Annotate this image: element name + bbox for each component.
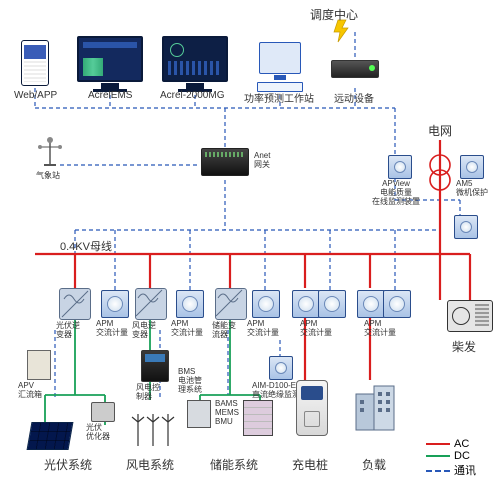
grid-label: 电网 [428,122,452,139]
apv-box [24,350,54,380]
apm-meter-2 [176,290,204,318]
gateway-label: Anet 网关 [254,152,270,170]
wind-controller [140,350,170,382]
apm-meter-5b [383,290,411,318]
storage-inverter-label: 储能变 流器 [212,322,236,340]
lightning-icon [334,20,348,42]
apview-device [388,155,412,179]
legend-dc-label: DC [454,450,470,462]
legend-comm-label: 通讯 [454,465,476,477]
diesel-gen-icon [446,300,494,332]
acrel2000mg-label: Acrel-2000MG [160,90,224,101]
wind-inverter-label: 风电逆 变器 [132,322,156,340]
apm-meter-5 [357,290,385,318]
am5-label: AM5 微机保护 [456,180,488,198]
bms-label: BMS 电池管 理系统 [178,368,202,394]
load-label: 负载 [362,456,386,473]
aim-device [268,356,294,380]
pv-optimizer [88,402,118,422]
apm-grid-meter [454,215,478,239]
wind-inverter [134,288,168,320]
apm-meter-4b [318,290,346,318]
weather-station-label: 气象站 [36,172,60,181]
legend-ac-label: AC [454,438,469,450]
battery-rack-icon [242,400,274,436]
forecast-pc [252,42,308,92]
bams-label: BAMS MEMS BMU [215,400,239,426]
apm-meter-3 [252,290,280,318]
wind-system-label: 风电系统 [126,456,174,473]
diesel-gen-label: 柴发 [452,338,476,355]
remote-label: 远动设备 [334,90,374,105]
charging-pile-icon [292,380,332,436]
dispatch-center-label: 调度中心 [310,6,358,23]
webapp-label: Web/APP [14,90,57,101]
apm-meter-4-label: APM 交流计量 [300,320,332,338]
pv-panel-icon [28,422,72,450]
acrel2000mg-monitor [160,36,230,92]
legend-ac-line [426,443,450,445]
pv-optimizer-label: 光伏 优化器 [86,424,110,442]
legend: AC DC 通讯 [426,438,476,478]
webapp-device [18,40,52,86]
gateway-device [200,148,250,176]
apm-meter-1-label: APM 交流计量 [96,320,128,338]
pv-inverter [58,288,92,320]
busbar-label: 0.4KV母线 [60,238,112,254]
bms-device [186,400,212,428]
apm-meter-2-label: APM 交流计量 [171,320,203,338]
legend-comm-line [426,470,450,472]
apm-meter-3-label: APM 交流计量 [247,320,279,338]
acrelems-monitor [75,36,145,92]
apm-meter-5-label: APM 交流计量 [364,320,396,338]
apview-label: APView 电能质量 在线监测装置 [372,180,420,206]
apm-meter-4 [292,290,320,318]
apm-meter-1 [101,290,129,318]
storage-system-label: 储能系统 [210,456,258,473]
acrelems-label: AcrelEMS [88,90,132,101]
pv-inverter-label: 光伏逆 变器 [56,322,80,340]
forecast-label: 功率预测工作站 [244,90,314,105]
charging-label: 充电桩 [292,456,328,473]
legend-dc-line [426,455,450,457]
pv-system-label: 光伏系统 [44,456,92,473]
storage-inverter [214,288,248,320]
remote-device [330,60,380,78]
apv-box-label: APV 汇流箱 [18,382,42,400]
wind-controller-label: 风电控 制器 [136,384,160,402]
am5-device [460,155,484,179]
